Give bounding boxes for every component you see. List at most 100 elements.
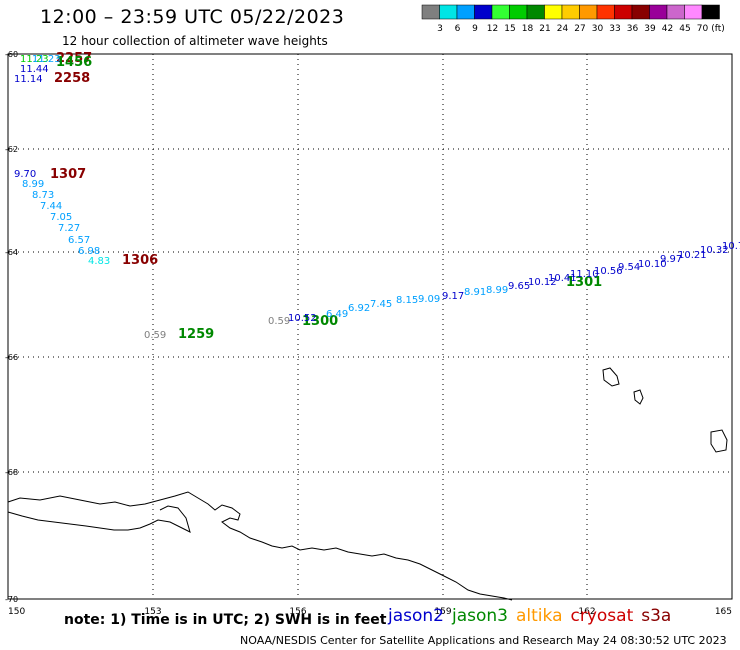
colorbar-swatch	[631, 4, 650, 20]
colorbar-swatch	[561, 4, 580, 20]
colorbar-swatch	[456, 4, 475, 20]
swh-value: 11.14	[14, 74, 43, 85]
swh-value: 0.59	[144, 330, 166, 341]
island-3	[710, 429, 728, 453]
swh-value: 8.15	[396, 295, 418, 306]
colorbar-swatch	[614, 4, 633, 20]
colorbar-swatch	[596, 4, 615, 20]
units-note: note: 1) Time is in UTC; 2) SWH is in fe…	[64, 612, 387, 628]
lon-tick-label: 150	[8, 607, 25, 617]
legend-jason2: jason2	[388, 606, 444, 626]
colorbar-label: 9	[472, 24, 478, 34]
track-a-time-2: 1456	[56, 55, 92, 70]
legend-jason3: jason3	[452, 606, 508, 626]
swh-value: 10.7	[722, 241, 740, 252]
swh-value: 11.23	[20, 54, 49, 65]
swh-value: 10.32	[700, 245, 729, 256]
grid-lines	[8, 54, 732, 599]
colorbar-label: (ft)	[711, 24, 725, 34]
colorbar-swatch	[544, 4, 563, 20]
swh-value: 9.09	[418, 294, 440, 305]
colorbar-label: 6	[455, 24, 461, 34]
tick-labels: 150 153 156 159 162 165 -60 -62 -64 -66 -68 -70	[5, 50, 732, 617]
swh-value: 8.99	[22, 179, 44, 190]
lon-tick-label: 153	[144, 607, 161, 617]
swh-value: 11.44	[20, 64, 49, 75]
colorbar-label: 45	[679, 24, 690, 34]
map-title: 12:00 – 23:59 UTC 05/22/2023	[40, 6, 345, 28]
colorbar-swatch	[526, 4, 545, 20]
map-subtitle: 12 hour collection of altimeter wave hei…	[62, 34, 328, 48]
island-1	[602, 367, 620, 387]
lat-tick-label: -60	[5, 50, 18, 59]
lat-tick-label: -66	[5, 353, 18, 362]
legend-s3a: s3a	[641, 606, 672, 626]
swh-value: 7.27	[58, 223, 80, 234]
swh-value: 6.49	[326, 309, 348, 320]
track-b-time-2: 1306	[122, 253, 158, 268]
colorbar-swatch	[701, 4, 720, 20]
colorbar-label: 70	[697, 24, 709, 34]
swh-value: 10.21	[678, 250, 707, 261]
swh-value: 11.10	[570, 269, 599, 280]
swh-value: 9.54	[618, 262, 640, 273]
swh-labels: 2257145622581307130612591300130111.2311.…	[14, 51, 740, 342]
swh-value: 9.97	[660, 254, 682, 265]
colorbar-label: 15	[504, 24, 515, 34]
colorbar-label: 39	[644, 24, 656, 34]
swh-value: 0.59	[268, 316, 290, 327]
track-a-time-3: 2258	[54, 71, 90, 86]
swh-value: 9.65	[508, 281, 530, 292]
swh-value: 7.44	[40, 201, 62, 212]
colorbar-label: 3	[437, 24, 443, 34]
satellite-legend: jason2 jason3 altika cryosat s3a	[388, 606, 679, 626]
lat-tick-label: -68	[5, 468, 18, 477]
swh-value: 6.98	[78, 246, 100, 257]
legend-cryosat: cryosat	[570, 606, 634, 626]
legend-altika: altika	[516, 606, 563, 626]
swh-value: 8.73	[32, 190, 54, 201]
island-2	[633, 389, 644, 405]
lat-tick-label: -70	[5, 595, 18, 604]
colorbar-label: 24	[557, 24, 569, 34]
colorbar-swatch	[579, 4, 598, 20]
track-b-time: 1307	[50, 167, 86, 182]
track-a-time: 2257	[56, 51, 92, 66]
colorbar-swatch	[439, 4, 458, 20]
colorbar-label: 12	[487, 24, 498, 34]
colorbar-label: 30	[592, 24, 604, 34]
swh-value: 8.99	[486, 285, 508, 296]
lon-tick-label: 165	[715, 607, 732, 617]
colorbar-swatch	[474, 4, 493, 20]
swh-value: 10.12	[528, 277, 557, 288]
coastline-inlet	[7, 505, 191, 533]
colorbar-swatch	[684, 4, 703, 20]
colorbar-swatch	[491, 4, 510, 20]
swh-value: 7.45	[370, 299, 392, 310]
colorbar-swatch	[666, 4, 685, 20]
swh-value: 6.92	[348, 303, 370, 314]
antarctic-coastline	[7, 491, 513, 601]
swh-value: 10.56	[594, 266, 623, 277]
lat-tick-label: -62	[5, 145, 18, 154]
colorbar: 3 6 9 12 15 18 21 24 27 30 33 36 39 42 45 70 (ft)	[421, 4, 725, 34]
lon-tick-label: 159	[434, 607, 451, 617]
swh-value: 9.70	[14, 169, 36, 180]
track-d-time: 1301	[566, 275, 602, 290]
swh-value: 10.10	[638, 259, 667, 270]
swh-value: 9.17	[442, 291, 464, 302]
colorbar-label: 36	[627, 24, 639, 34]
swh-value: 7.05	[50, 212, 72, 223]
colorbar-label: 42	[662, 24, 673, 34]
swh-value: 4.83	[88, 256, 110, 267]
swh-value: 6.57	[68, 235, 90, 246]
colorbar-label: 33	[609, 24, 620, 34]
colorbar-label: 21	[539, 24, 550, 34]
colorbar-label: 27	[574, 24, 585, 34]
swh-value: 10.41	[548, 273, 577, 284]
lon-tick-label: 162	[578, 607, 595, 617]
colorbar-swatch	[509, 4, 528, 20]
lat-tick-label: -64	[5, 248, 18, 257]
swh-value: 8.91	[464, 287, 486, 298]
